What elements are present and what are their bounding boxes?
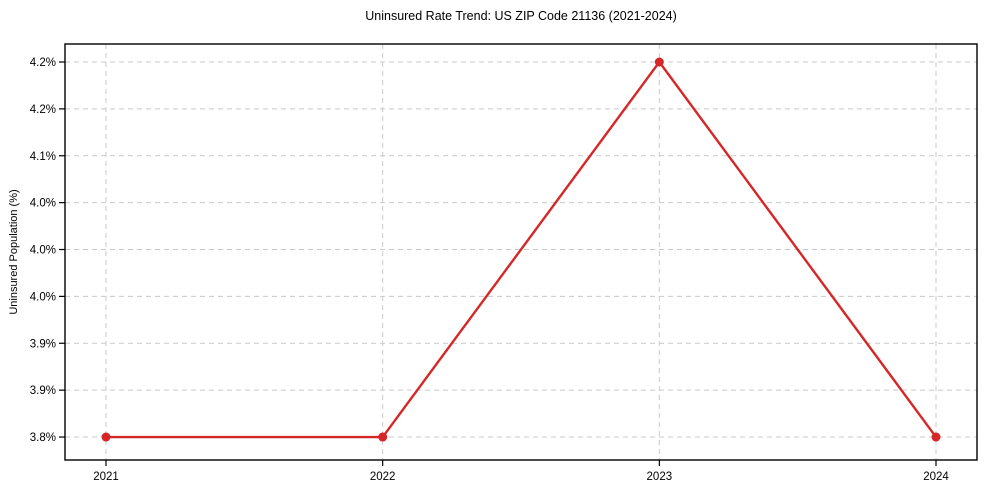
plot-border xyxy=(64,43,978,461)
y-tick-label: 4.0% xyxy=(30,198,56,210)
y-tick-label: 4.0% xyxy=(30,245,56,257)
y-tick-label: 4.0% xyxy=(30,291,56,303)
x-tick-label: 2022 xyxy=(370,471,396,483)
x-tick-label: 2021 xyxy=(93,471,119,483)
y-tick-label: 3.8% xyxy=(30,432,56,444)
y-axis-label: Uninsured Population (%) xyxy=(8,189,20,315)
x-tick-label: 2024 xyxy=(923,471,949,483)
data-point-marker xyxy=(101,432,111,442)
y-tick-label: 4.1% xyxy=(30,151,56,163)
y-tick-label: 3.9% xyxy=(30,385,56,397)
trend-line xyxy=(104,60,938,439)
data-point-marker xyxy=(378,432,388,442)
x-tick-label: 2023 xyxy=(647,471,673,483)
data-point-marker xyxy=(654,57,664,67)
y-tick-label: 4.2% xyxy=(30,104,56,116)
y-tick-label: 4.2% xyxy=(30,57,56,69)
chart-title: Uninsured Rate Trend: US ZIP Code 21136 … xyxy=(365,9,677,23)
y-tick-label: 3.9% xyxy=(30,338,56,350)
data-point-marker xyxy=(931,432,941,442)
